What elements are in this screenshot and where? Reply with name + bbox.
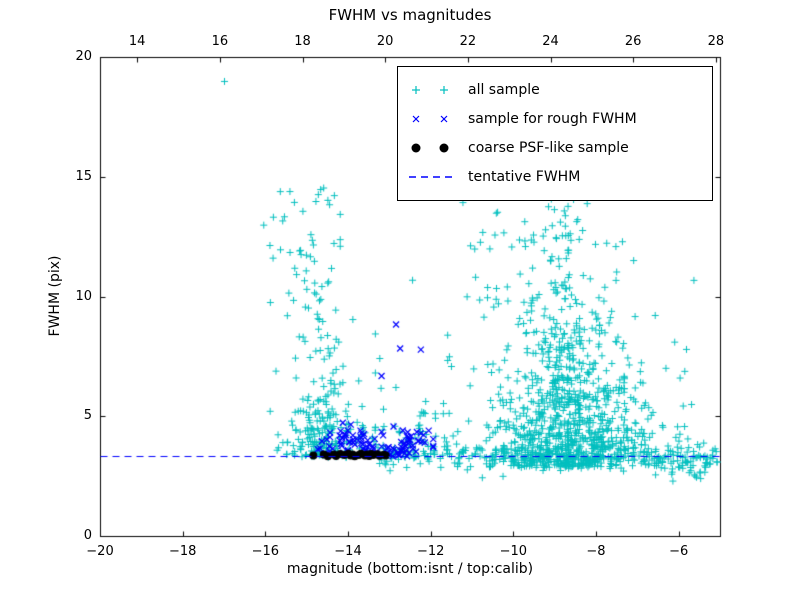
x-tick-label-top: 18 (294, 34, 311, 49)
legend-item-tentative-fwhm: tentative FWHM (408, 169, 702, 185)
y-tick-label: 5 (83, 408, 92, 424)
x-tick-label-bottom: −14 (334, 544, 362, 559)
x-tick-label-bottom: −6 (669, 544, 689, 559)
y-tick-label: 15 (75, 168, 92, 184)
x-tick-label-top: 20 (376, 34, 394, 49)
x-tick-label-top: 28 (707, 34, 725, 49)
plus-marker-icon (412, 86, 448, 94)
legend-label: coarse PSF-like sample (468, 140, 629, 156)
x-tick-label-top: 14 (128, 34, 146, 49)
dot-marker-icon (411, 143, 449, 153)
chart-title: FWHM vs magnitudes (328, 6, 492, 24)
x-tick-label-bottom: −10 (499, 544, 528, 559)
x-tick-label-bottom: −18 (168, 544, 197, 559)
dashed-line-icon (409, 176, 454, 178)
legend-item-all-sample: all sample (408, 82, 702, 98)
x-tick-label-bottom: −12 (416, 544, 445, 559)
legend-item-rough-fwhm: sample for rough FWHM (408, 111, 702, 127)
x-tick-label-top: 16 (211, 34, 229, 49)
x-axis-label: magnitude (bottom:isnt / top:calib) (286, 561, 534, 577)
y-tick-label: 20 (75, 49, 92, 64)
x-tick-label-bottom: −8 (586, 544, 606, 559)
legend-item-psf-like: coarse PSF-like sample (408, 140, 702, 156)
legend-label: sample for rough FWHM (468, 111, 637, 127)
y-tick-label: 0 (83, 528, 92, 543)
x-tick-label-bottom: −20 (86, 544, 114, 559)
y-tick-label: 10 (75, 288, 92, 304)
x-marker-icon (412, 115, 448, 123)
legend-label: tentative FWHM (468, 169, 581, 185)
x-tick-label-bottom: −16 (251, 544, 280, 559)
legend: all sample sample for rough FWHM coarse … (397, 66, 713, 201)
x-tick-label-top: 24 (542, 34, 559, 49)
x-tick-label-top: 22 (459, 34, 477, 49)
legend-label: all sample (468, 82, 540, 98)
x-tick-label-top: 26 (624, 34, 642, 49)
